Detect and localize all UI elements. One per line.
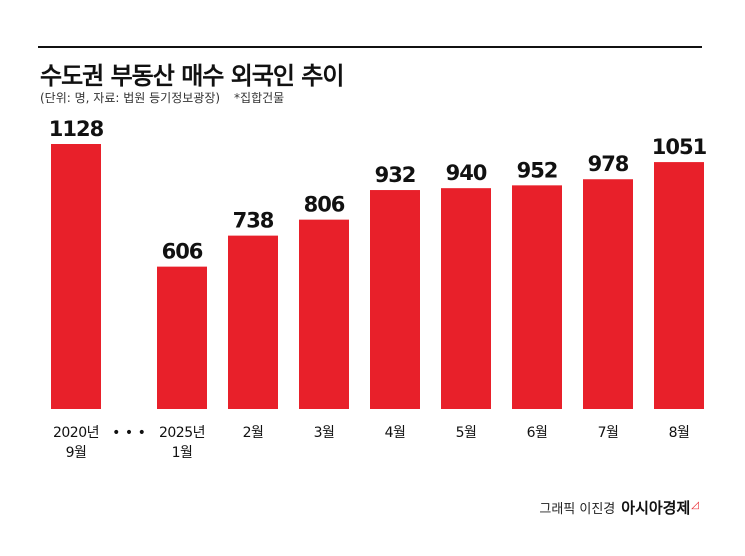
category-label-8-0: 8월 [669, 425, 690, 441]
top-rule [38, 46, 702, 48]
category-label-7-0: 7월 [598, 425, 619, 441]
chart-title: 수도권 부동산 매수 외국인 추이 [40, 62, 344, 90]
bar-7 [583, 179, 633, 409]
category-label-0-1: 9월 [66, 445, 87, 461]
category-label-6-0: 6월 [527, 425, 548, 441]
brand-mark-icon: ◿ [691, 499, 699, 511]
category-label-3-0: 3월 [314, 425, 335, 441]
bar-5 [441, 188, 491, 409]
category-label-4-0: 4월 [385, 425, 406, 441]
data-label-3: 806 [304, 193, 345, 217]
axis-break-dots: • • • [112, 425, 146, 441]
data-label-4: 932 [375, 163, 416, 187]
category-label-2-0: 2월 [243, 425, 264, 441]
credit: 그래픽 이진경 아시아경제◿ [539, 497, 699, 518]
bar-4 [370, 190, 420, 409]
bar-0 [51, 144, 101, 409]
data-label-6: 952 [517, 158, 558, 182]
credit-prefix: 그래픽 이진경 [539, 502, 616, 517]
category-label-0-0: 2020년 [53, 425, 99, 441]
bar-8 [654, 162, 704, 409]
source-text: (단위: 명, 자료: 법원 등기정보광장) [40, 91, 221, 105]
brand-name: 아시아경제 [621, 499, 691, 517]
data-label-5: 940 [446, 161, 487, 185]
data-label-0: 1128 [49, 117, 104, 141]
bar-6 [512, 185, 562, 409]
category-label-1-1: 1월 [172, 445, 193, 461]
category-label-1-0: 2025년 [159, 425, 205, 441]
bar-2 [228, 235, 278, 409]
chart-subtitle: (단위: 명, 자료: 법원 등기정보광장) *집합건물 [40, 89, 284, 106]
category-label-5-0: 5월 [456, 425, 477, 441]
bar-3 [299, 219, 349, 409]
bar-1 [157, 266, 207, 409]
data-label-2: 738 [233, 209, 274, 233]
data-label-1: 606 [162, 240, 203, 264]
data-label-8: 1051 [652, 135, 707, 159]
data-label-7: 978 [588, 152, 629, 176]
footnote-text: *집합건물 [234, 91, 285, 105]
